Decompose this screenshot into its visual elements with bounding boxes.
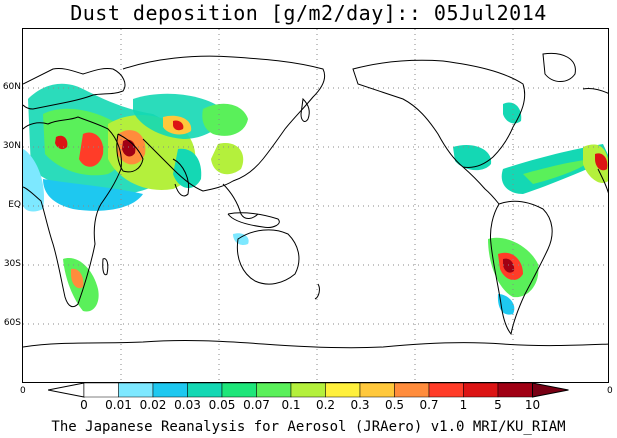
lon-label-left: 0 [20,386,26,396]
coast-australia [236,229,300,285]
colorbar-tick-label: 10 [524,398,541,412]
colorbar-swatch [83,382,119,398]
colorbar-arrow-left [48,382,85,398]
colorbar-tick-label: 0.05 [208,398,236,412]
colorbar-swatch [118,382,154,398]
colorbar-swatch [152,382,188,398]
colorbar-swatch [290,382,326,398]
dust-gobi [211,143,244,175]
lat-label-60n: 60N [2,82,21,92]
colorbar-tick-label: 0.7 [419,398,439,412]
dust-taklamakan [202,103,248,136]
colorbar-tick-label: 0.2 [315,398,336,412]
dust-us-east [503,102,522,124]
coast-japan [300,97,310,122]
dust-field [23,83,608,315]
coast-madagascar [102,258,109,276]
colorbar [48,382,569,398]
coast-antarctica [23,340,608,349]
colorbar-swatch [394,382,430,398]
dust-sahel [43,179,143,211]
coast-greenland [542,52,576,82]
coast-indonesia [227,212,280,228]
lat-label-30s: 30S [3,259,21,269]
coast-central-america [462,166,500,205]
footer-credit: The Japanese Reanalysis for Aerosol (JRA… [51,419,566,435]
coast-arabia [116,133,144,173]
lat-label-60s: 60S [3,318,21,328]
colorbar-swatch [359,382,395,398]
lat-label-30n: 30N [2,141,21,151]
colorbar-tick-label: 0.07 [243,398,270,412]
colorbar-swatch [221,382,257,398]
colorbar-tick-label: 0 [80,398,88,412]
colorbar-tick-label: 0.5 [384,398,405,412]
dust-australia [233,233,249,245]
colorbar-tick-label: 1 [459,398,468,412]
dust-caribbean-core [523,159,593,184]
coast-africa-east-wrap [582,88,608,94]
colorbar-arrow-right [532,382,569,398]
dust-india [173,148,202,189]
dust-atlantic-west [23,149,44,212]
colorbar-tick-label: 0.02 [139,398,167,412]
colorbar-swatch [325,382,361,398]
coast-north-america [352,59,526,168]
coast-europe [23,68,126,110]
dust-patagonia-hot [503,258,515,273]
dust-sahara-hot2 [55,135,68,150]
world-map [23,29,608,382]
dust-mexico [453,144,492,171]
dust-sahara-hot [79,132,104,167]
dust-central-asia-hot [173,120,184,131]
colorbar-swatch [497,382,533,398]
colorbar-swatch [428,382,464,398]
coast-africa [23,116,122,308]
coast-asia [122,55,326,192]
coast-india [172,158,190,197]
map-title: Dust deposition [g/m2/day]:: 05Jul2014 [70,1,547,25]
colorbar-tick-label: 5 [494,398,502,412]
colorbar-swatch [256,382,292,398]
coast-se-asia [222,183,259,219]
colorbar-swatch [187,382,223,398]
coastlines [23,52,608,349]
colorbar-tick-label: 0.3 [350,398,370,412]
dust-south-africa-core [71,268,84,289]
colorbar-tick-label: 0.01 [105,398,132,412]
coast-south-america [490,200,553,336]
coast-nz [314,283,320,300]
lon-label-right: 0 [607,386,613,396]
colorbar-tick-label: 0.03 [174,398,201,412]
coast-africa-east-wrap2 [597,168,608,194]
colorbar-swatch [463,382,499,398]
dust-africa-east-hot [595,153,608,171]
lat-label-eq: EQ [8,200,21,210]
colorbar-tick-label: 0.1 [281,398,301,412]
map-panel [22,28,609,383]
